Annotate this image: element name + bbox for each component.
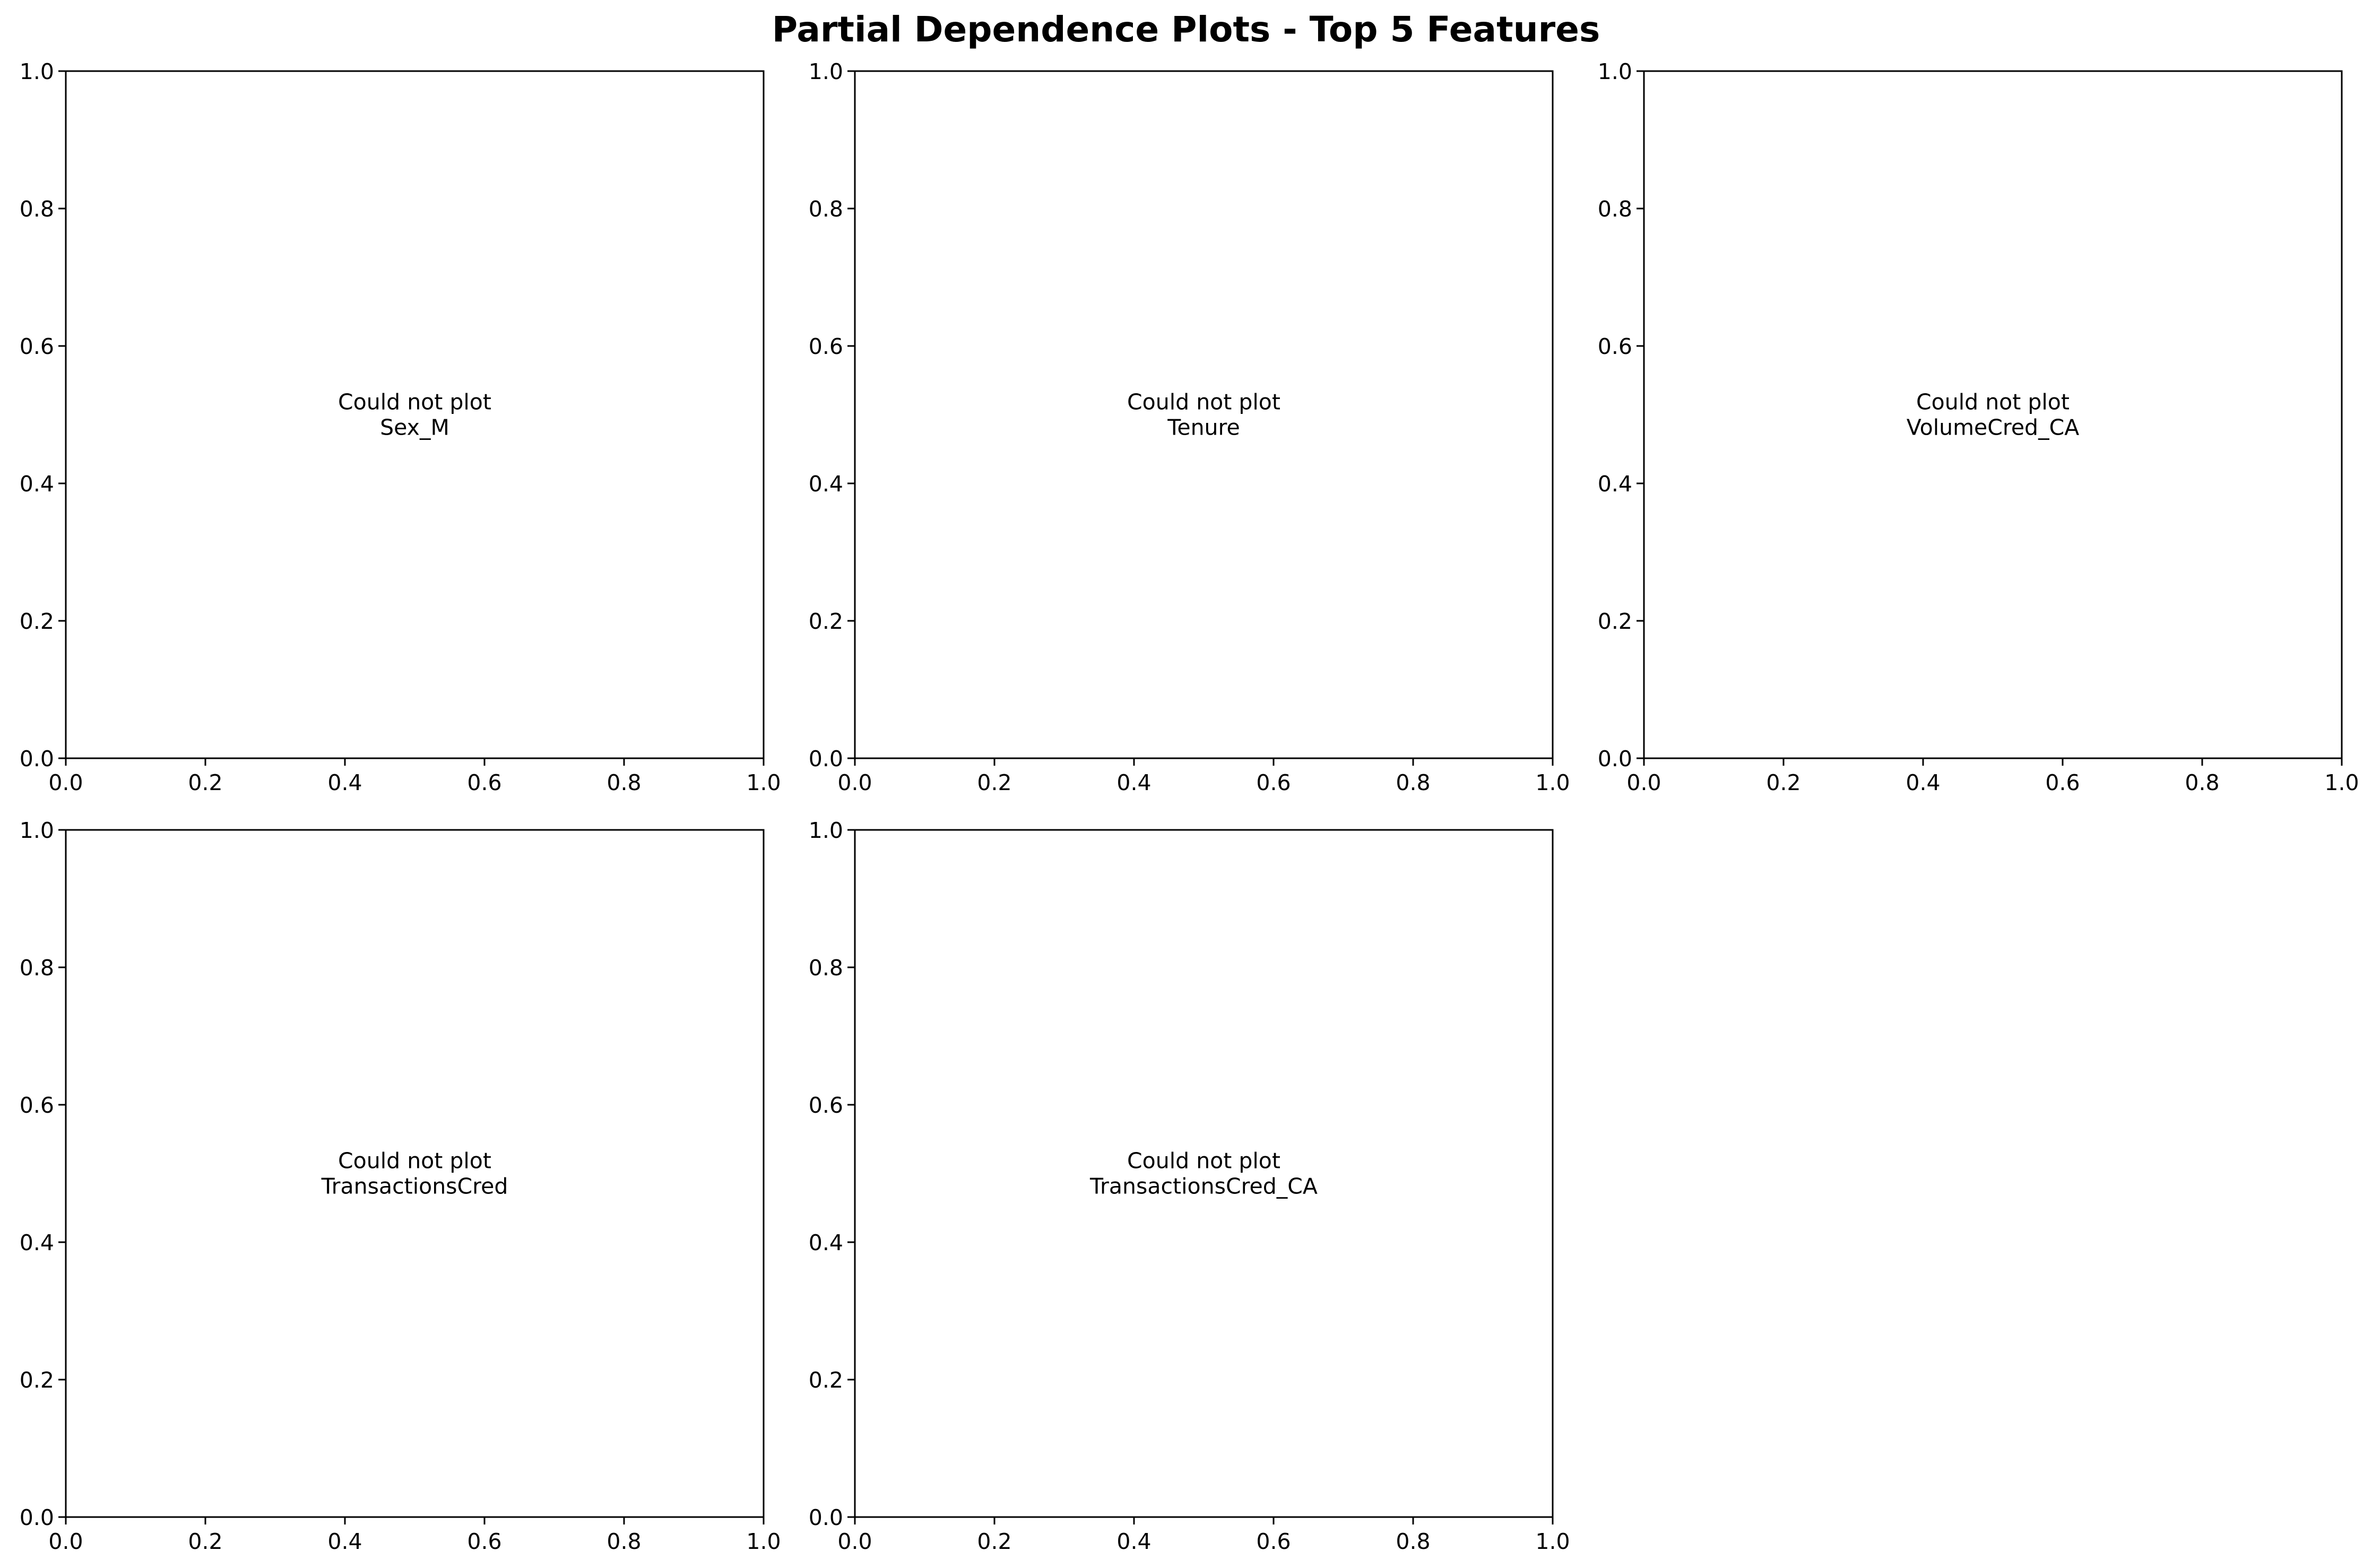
axes-frame bbox=[65, 829, 765, 1518]
x-tick-label: 0.8 bbox=[2185, 770, 2219, 795]
axes-frame bbox=[854, 829, 1554, 1518]
subplot-1: 0.0 0.2 0.4 0.6 0.8 1.0 0.0 0.2 0.4 0.6 0.8 1.0 Coul… bbox=[20, 59, 781, 795]
error-text: Could not plot bbox=[338, 1148, 491, 1174]
y-tick-label: 0.2 bbox=[1598, 609, 1632, 634]
plot-error-message: Could not plot TransactionsCred_CA bbox=[1089, 1148, 1318, 1199]
y-tick-label: 0.0 bbox=[20, 1505, 54, 1530]
y-tick-label: 0.0 bbox=[20, 746, 54, 772]
x-tick-label: 0.4 bbox=[327, 770, 362, 795]
x-tick-label: 1.0 bbox=[746, 1529, 781, 1554]
y-tick-label: 1.0 bbox=[809, 818, 843, 843]
x-tick-label: 0.8 bbox=[607, 770, 641, 795]
x-tick-label: 0.2 bbox=[188, 770, 222, 795]
x-tick-label: 0.8 bbox=[1396, 770, 1430, 795]
plot-error-message: Could not plot TransactionsCred bbox=[321, 1148, 508, 1199]
axes-frame bbox=[1643, 70, 2343, 759]
subplot-3: 0.0 0.2 0.4 0.6 0.8 1.0 0.0 0.2 0.4 0.6 0.8 1.0 Coul… bbox=[1598, 59, 2359, 795]
x-tick-label: 0.0 bbox=[48, 770, 83, 795]
y-tick-label: 0.6 bbox=[20, 1093, 54, 1118]
x-tick-label: 0.0 bbox=[837, 770, 872, 795]
y-tick-label: 0.2 bbox=[809, 1367, 843, 1393]
feature-name: TransactionsCred bbox=[321, 1174, 508, 1199]
error-text: Could not plot bbox=[1127, 1148, 1280, 1174]
x-tick-label: 0.2 bbox=[977, 1529, 1011, 1554]
x-tick-label: 0.6 bbox=[467, 1529, 501, 1554]
x-tick-label: 0.4 bbox=[1116, 770, 1151, 795]
y-tick-label: 0.8 bbox=[1598, 196, 1632, 222]
axes-frame bbox=[65, 70, 765, 759]
y-tick-label: 0.0 bbox=[809, 746, 843, 772]
x-tick-label: 0.6 bbox=[1256, 770, 1291, 795]
axes-frame bbox=[854, 70, 1554, 759]
x-tick-label: 1.0 bbox=[1535, 770, 1570, 795]
feature-name: TransactionsCred_CA bbox=[1089, 1174, 1318, 1199]
x-tick-label: 0.0 bbox=[837, 1529, 872, 1554]
feature-name: VolumeCred_CA bbox=[1907, 415, 2080, 440]
y-tick-label: 0.4 bbox=[809, 471, 843, 497]
x-tick-label: 1.0 bbox=[2324, 770, 2359, 795]
x-tick-label: 0.6 bbox=[2045, 770, 2080, 795]
plot-error-message: Could not plot Tenure bbox=[1127, 389, 1280, 440]
y-tick-label: 0.4 bbox=[20, 1230, 54, 1255]
subplot-4: 0.0 0.2 0.4 0.6 0.8 1.0 0.0 0.2 0.4 0.6 0.8 1.0 Coul… bbox=[20, 818, 781, 1554]
x-tick-label: 0.4 bbox=[1906, 770, 1940, 795]
y-tick-label: 0.2 bbox=[809, 609, 843, 634]
x-tick-label: 0.4 bbox=[1116, 1529, 1151, 1554]
x-tick-label: 0.4 bbox=[327, 1529, 362, 1554]
plot-error-message: Could not plot VolumeCred_CA bbox=[1907, 389, 2080, 440]
x-tick-label: 0.6 bbox=[467, 770, 501, 795]
x-tick-label: 0.0 bbox=[1626, 770, 1661, 795]
x-tick-label: 1.0 bbox=[1535, 1529, 1570, 1554]
y-tick-label: 0.8 bbox=[20, 196, 54, 222]
y-tick-label: 0.0 bbox=[809, 1505, 843, 1530]
y-tick-label: 0.2 bbox=[20, 1367, 54, 1393]
y-tick-label: 0.6 bbox=[1598, 334, 1632, 359]
y-tick-label: 0.6 bbox=[809, 334, 843, 359]
y-tick-label: 0.4 bbox=[20, 471, 54, 497]
y-tick-label: 0.2 bbox=[20, 609, 54, 634]
y-tick-label: 1.0 bbox=[1598, 59, 1632, 84]
subplot-2: 0.0 0.2 0.4 0.6 0.8 1.0 0.0 0.2 0.4 0.6 0.8 1.0 Coul… bbox=[809, 59, 1570, 795]
y-tick-label: 0.0 bbox=[1598, 746, 1632, 772]
feature-name: Tenure bbox=[1167, 415, 1240, 440]
y-tick-label: 0.6 bbox=[809, 1093, 843, 1118]
subplot-5: 0.0 0.2 0.4 0.6 0.8 1.0 0.0 0.2 0.4 0.6 0.8 1.0 Coul… bbox=[809, 818, 1570, 1554]
y-tick-label: 0.6 bbox=[20, 334, 54, 359]
y-tick-label: 0.8 bbox=[20, 955, 54, 981]
plot-error-message: Could not plot Sex_M bbox=[338, 389, 491, 440]
x-tick-label: 0.0 bbox=[48, 1529, 83, 1554]
x-tick-label: 0.2 bbox=[188, 1529, 222, 1554]
x-tick-label: 0.2 bbox=[977, 770, 1011, 795]
error-text: Could not plot bbox=[1127, 389, 1280, 415]
y-tick-label: 1.0 bbox=[20, 59, 54, 84]
error-text: Could not plot bbox=[338, 389, 491, 415]
figure-title: Partial Dependence Plots - Top 5 Feature… bbox=[772, 9, 1600, 50]
y-tick-label: 0.4 bbox=[1598, 471, 1632, 497]
x-tick-label: 0.2 bbox=[1766, 770, 1800, 795]
feature-name: Sex_M bbox=[380, 415, 449, 440]
subplot-grid: 0.0 0.2 0.4 0.6 0.8 1.0 0.0 0.2 0.4 0.6 0.8 1.0 Coul… bbox=[20, 59, 2359, 1554]
y-tick-label: 0.4 bbox=[809, 1230, 843, 1255]
x-tick-label: 0.8 bbox=[607, 1529, 641, 1554]
y-tick-label: 0.8 bbox=[809, 196, 843, 222]
y-tick-label: 1.0 bbox=[20, 818, 54, 843]
y-tick-label: 1.0 bbox=[809, 59, 843, 84]
error-text: Could not plot bbox=[1916, 389, 2070, 415]
x-tick-label: 1.0 bbox=[746, 770, 781, 795]
x-tick-label: 0.6 bbox=[1256, 1529, 1291, 1554]
x-tick-label: 0.8 bbox=[1396, 1529, 1430, 1554]
y-tick-label: 0.8 bbox=[809, 955, 843, 981]
